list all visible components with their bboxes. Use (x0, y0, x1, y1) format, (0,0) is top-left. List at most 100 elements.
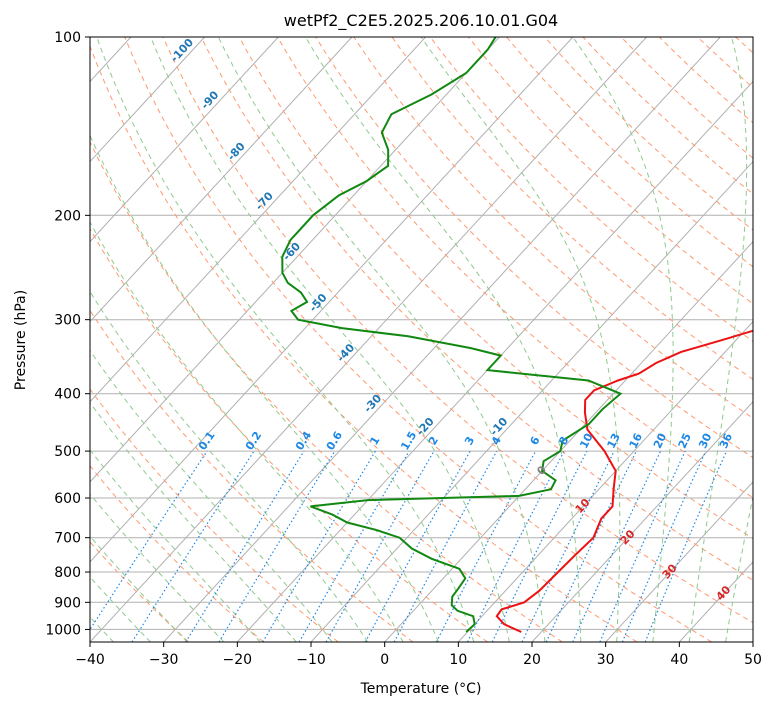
dry-adiabat (353, 37, 753, 419)
mixing-ratio-line (599, 450, 686, 642)
y-tick-label: 400 (54, 387, 81, 403)
isotherm-line (90, 37, 279, 243)
mixing-ratio-label: 3 (462, 434, 477, 447)
isotherm-label: -90 (198, 88, 221, 112)
axis-ticks: −40 −30 −20 −10 0 10 20 30 40 5010020030040050060… (45, 30, 762, 668)
isotherm-label: -60 (280, 240, 303, 264)
y-tick-label: 500 (54, 444, 81, 460)
mixing-ratio-label: 16 (627, 431, 646, 451)
isotherm-line (605, 481, 753, 642)
dry-adiabat (620, 37, 753, 159)
dry-adiabat (200, 37, 753, 581)
isotherm-line (90, 37, 647, 642)
dry-adiabat (506, 37, 753, 268)
mixing-ratio-label: 1 (367, 434, 382, 447)
mixing-ratio-line (185, 450, 305, 642)
moist-adiabat (90, 221, 404, 642)
y-tick-label: 800 (54, 565, 81, 581)
dry-adiabat (735, 37, 753, 54)
dry-adiabat (90, 465, 264, 642)
isotherm-label: -40 (334, 341, 357, 365)
temperature-profile-line (495, 329, 753, 633)
dry-adiabat (90, 388, 339, 642)
mixing-ratio-line (325, 450, 435, 642)
x-tick-label: −30 (149, 652, 179, 668)
y-tick-label: 200 (54, 208, 81, 224)
line-labels: -100-90-80-70-60-50-40-30-20 -100.1 0.2 0.4… (168, 37, 735, 603)
moist-adiabat (725, 494, 753, 642)
x-tick-label: −10 (296, 652, 326, 668)
x-axis-label: Temperature (°C) (360, 681, 482, 697)
dewpoint-profile-line (281, 37, 623, 633)
isotherm-line (90, 37, 205, 163)
x-tick-label: 30 (597, 652, 615, 668)
mixing-ratio-line (435, 450, 537, 642)
y-tick-label: 600 (54, 491, 81, 507)
mixing-ratio-label: 0.2 (243, 429, 265, 452)
mixing-ratio-label: 13 (605, 431, 623, 451)
x-tick-label: −40 (75, 652, 105, 668)
dry-adiabat (162, 37, 753, 624)
chart-title: wetPf2_C2E5.2025.206.10.01.G04 (284, 11, 558, 31)
isotherm-label: -80 (225, 140, 248, 164)
y-axis-label: Pressure (hPa) (13, 290, 29, 390)
isotherm-label: -70 (253, 189, 276, 213)
isotherm-line (457, 320, 753, 642)
plot-area (90, 37, 753, 642)
mixing-ratio-line (491, 450, 588, 642)
moist-adiabat (305, 37, 582, 642)
dry-adiabat (544, 37, 753, 231)
mixing-ratio-line (131, 450, 255, 642)
mixing-ratio-label: 0.6 (324, 429, 345, 453)
dry-adiabat (429, 37, 753, 342)
moist-adiabat (90, 535, 188, 642)
plot-frame (89, 36, 754, 643)
mixing-ratio-line (644, 450, 728, 642)
mixing-ratio-line (393, 450, 498, 642)
mixing-ratio-label: 2 (426, 434, 441, 447)
mixing-ratio-line (572, 450, 662, 642)
moist-adiabat (688, 37, 748, 642)
isotherm-line (90, 37, 353, 323)
isotherm-line (90, 37, 500, 483)
mixing-ratio-line (90, 450, 208, 631)
mixing-ratio-line (521, 450, 615, 642)
moist-adiabat (90, 134, 439, 642)
mixing-ratio-label: 10 (577, 431, 596, 451)
x-tick-label: 40 (670, 652, 688, 668)
moist-adiabat (90, 290, 369, 642)
mixing-ratio-line (466, 450, 565, 642)
moist-adiabat (572, 37, 674, 642)
isotherm-line (163, 37, 721, 642)
x-tick-label: 0 (380, 652, 389, 668)
dry-adiabat (90, 140, 563, 642)
mixing-ratio-label: 20 (651, 431, 669, 451)
moist-adiabat (96, 37, 475, 642)
isotherm-line (384, 240, 753, 642)
mixing-ratio-line (621, 450, 707, 642)
isotherm-line (90, 37, 574, 563)
dry-adiabat (124, 37, 712, 642)
dry-adiabat (277, 37, 753, 499)
moist-adiabat (90, 493, 225, 642)
moist-adiabat (420, 37, 621, 642)
mixing-ratio-label: 25 (676, 431, 694, 450)
isotherm-line (752, 641, 753, 642)
y-tick-label: 900 (54, 595, 81, 611)
dry-adiabat (90, 44, 638, 642)
isotherm-label: -10 (487, 415, 510, 439)
dry-adiabat (391, 37, 753, 381)
isotherm-line (531, 401, 753, 642)
dry-adiabat (238, 37, 753, 540)
mixing-ratio-label: 36 (717, 431, 735, 451)
x-tick-label: 10 (449, 652, 467, 668)
isotherm-line (90, 37, 426, 403)
isotherm-label: -30 (361, 392, 384, 416)
mixing-ratio-line (218, 450, 336, 642)
x-tick-label: 50 (744, 652, 762, 668)
moist-adiabat (90, 349, 333, 642)
dry-adiabat (582, 37, 753, 195)
x-tick-label: 20 (523, 652, 541, 668)
moist-adiabat (90, 449, 261, 642)
